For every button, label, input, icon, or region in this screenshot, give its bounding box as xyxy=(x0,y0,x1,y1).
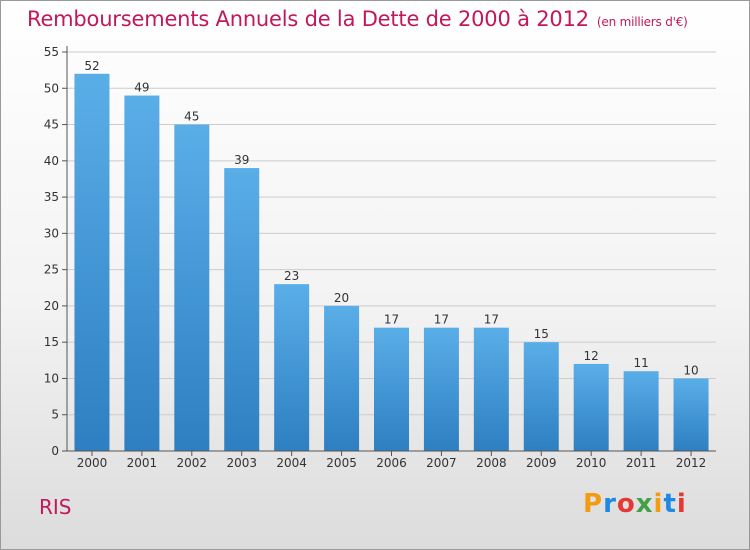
bar-value-label: 10 xyxy=(683,363,698,377)
bar-value-label: 23 xyxy=(284,269,299,283)
y-tick-label: 35 xyxy=(44,190,59,204)
bar-value-label: 20 xyxy=(334,291,349,305)
bar xyxy=(124,95,160,451)
logo-letter: i xyxy=(676,489,687,519)
x-tick-label: 2001 xyxy=(127,456,158,470)
y-tick-label: 15 xyxy=(44,335,59,349)
bar-value-label: 49 xyxy=(134,81,149,95)
bar-value-label: 17 xyxy=(484,313,499,327)
bar xyxy=(623,371,659,451)
logo-letter: x xyxy=(635,489,654,519)
x-tick-label: 2004 xyxy=(276,456,307,470)
bar-value-label: 12 xyxy=(584,349,599,363)
logo-letter: o xyxy=(616,489,636,519)
bar xyxy=(74,73,110,451)
x-tick-label: 2008 xyxy=(476,456,507,470)
x-tick-label: 2011 xyxy=(626,456,657,470)
chart-title: Remboursements Annuels de la Dette de 20… xyxy=(27,7,688,31)
x-tick-label: 2003 xyxy=(226,456,257,470)
y-tick-label: 50 xyxy=(44,81,59,95)
y-tick-label: 10 xyxy=(44,371,59,385)
y-tick-label: 30 xyxy=(44,226,59,240)
x-tick-label: 2002 xyxy=(177,456,208,470)
title-text: Remboursements Annuels de la Dette de 20… xyxy=(27,7,589,31)
y-tick-label: 55 xyxy=(44,45,59,59)
commune-name: RIS xyxy=(39,495,72,519)
logo-letter: P xyxy=(583,489,604,519)
bar-value-label: 39 xyxy=(234,153,249,167)
x-tick-label: 2006 xyxy=(376,456,407,470)
logo-letter: r xyxy=(603,489,617,519)
x-tick-label: 2010 xyxy=(576,456,607,470)
bar-value-label: 17 xyxy=(384,313,399,327)
proxiti-logo[interactable]: Proxiti xyxy=(583,489,687,519)
logo-letter: t xyxy=(663,489,677,519)
x-tick-label: 2009 xyxy=(526,456,557,470)
bar xyxy=(374,327,409,451)
bar xyxy=(673,378,709,451)
y-tick-label: 0 xyxy=(51,444,59,458)
bar xyxy=(224,168,260,451)
bar-value-label: 45 xyxy=(184,110,199,124)
bar xyxy=(324,305,360,451)
x-tick-label: 2000 xyxy=(77,456,108,470)
y-tick-label: 25 xyxy=(44,263,59,277)
bar xyxy=(274,284,310,451)
x-tick-label: 2007 xyxy=(426,456,457,470)
bar xyxy=(473,327,509,451)
logo-letter: i xyxy=(653,489,664,519)
x-tick-label: 2005 xyxy=(326,456,357,470)
bar-value-label: 17 xyxy=(434,313,449,327)
bar xyxy=(423,327,459,451)
bar-value-label: 15 xyxy=(534,327,549,341)
y-tick-label: 45 xyxy=(44,118,59,132)
bar-value-label: 11 xyxy=(633,356,648,370)
y-tick-label: 20 xyxy=(44,299,59,313)
bar xyxy=(573,363,609,451)
bar xyxy=(523,342,559,451)
bar-value-label: 52 xyxy=(84,59,99,73)
bar xyxy=(174,124,210,451)
y-tick-label: 5 xyxy=(51,408,59,422)
x-tick-label: 2012 xyxy=(676,456,707,470)
y-tick-label: 40 xyxy=(44,154,59,168)
title-unit: (en milliers d'€) xyxy=(596,15,688,29)
